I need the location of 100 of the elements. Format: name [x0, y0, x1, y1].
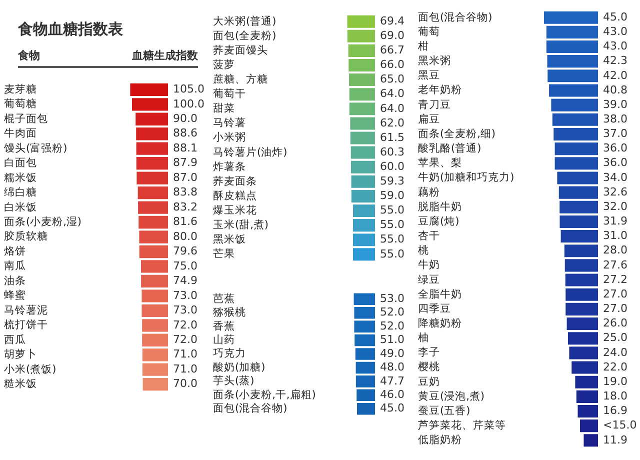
- data-label: 45.0: [603, 10, 628, 24]
- data-label: 64.0: [380, 87, 404, 100]
- data-label: 75.0: [173, 259, 198, 272]
- bar: [351, 175, 375, 188]
- bar: [349, 102, 375, 116]
- bar: [136, 142, 168, 155]
- y-tick-label: 胡萝卜: [4, 348, 37, 361]
- bar: [564, 244, 598, 258]
- bar: [547, 55, 598, 68]
- x-axis-title: 血糖生成指数: [132, 48, 198, 63]
- data-label: 42.0: [603, 68, 628, 82]
- data-label: 73.0: [173, 304, 198, 317]
- bar: [350, 146, 375, 159]
- y-tick-label: 酥皮糕点: [213, 188, 257, 202]
- data-label: 46.0: [380, 388, 404, 401]
- data-label: 27.6: [603, 258, 628, 272]
- bar: [138, 186, 168, 200]
- bar: [578, 404, 598, 418]
- bar: [554, 128, 598, 140]
- y-tick-label: 青刀豆: [418, 98, 451, 111]
- y-tick-label: 黑米粥: [418, 54, 451, 68]
- chart-title: 食物血糖指数表: [18, 20, 123, 39]
- bar: [350, 132, 375, 144]
- data-label: 19.0: [603, 374, 628, 388]
- bar: [142, 290, 168, 302]
- y-tick-label: 糙米饭: [4, 377, 37, 390]
- bar: [136, 128, 168, 140]
- y-tick-label: 菠萝: [213, 58, 235, 71]
- data-label: 105.0: [173, 82, 204, 96]
- data-label: 31.0: [603, 229, 628, 242]
- data-label: 11.9: [603, 433, 628, 446]
- bar: [554, 157, 598, 170]
- data-label: 60.3: [380, 145, 404, 158]
- y-tick-label: 绵白糖: [4, 186, 37, 199]
- y-tick-label: 梳打饼干: [4, 318, 48, 332]
- bar: [136, 172, 168, 184]
- bar: [348, 44, 375, 57]
- y-tick-label: 黑米饭: [213, 232, 246, 246]
- bar: [548, 70, 598, 82]
- y-tick-label: 扁豆: [418, 112, 440, 126]
- y-tick-label: 甜菜: [213, 102, 235, 115]
- bar: [347, 15, 375, 28]
- y-tick-label: 酸乳酪(普通): [418, 142, 482, 155]
- data-label: 36.0: [603, 142, 628, 155]
- y-axis-title: 食物: [18, 48, 40, 63]
- y-tick-label: 脱脂牛奶: [418, 200, 462, 213]
- bar: [138, 216, 168, 229]
- y-tick-label: 葡萄糖: [4, 97, 37, 110]
- y-tick-label: 爆玉米花: [213, 204, 257, 216]
- y-tick-label: 葡萄: [418, 24, 440, 38]
- bar: [566, 302, 598, 316]
- bar: [558, 186, 598, 199]
- bar: [136, 112, 168, 126]
- data-label: 25.0: [603, 331, 628, 344]
- y-tick-label: 马铃薯: [213, 116, 246, 130]
- bar: [130, 83, 168, 96]
- data-label: 49.0: [380, 346, 404, 360]
- data-label: 90.0: [173, 112, 198, 125]
- y-tick-label: 黄豆(浸泡,煮): [418, 389, 485, 402]
- data-label: 43.0: [603, 40, 628, 53]
- data-label: 45.0: [380, 402, 404, 415]
- bar: [142, 378, 168, 391]
- bar: [142, 363, 168, 376]
- bar: [546, 26, 598, 38]
- data-label: 59.0: [380, 189, 404, 202]
- data-label: 27.2: [603, 272, 628, 286]
- y-tick-label: 油条: [4, 274, 26, 287]
- data-label: 72.0: [173, 318, 198, 332]
- bar: [348, 58, 375, 72]
- bar: [353, 219, 375, 232]
- y-tick-label: 胶质软糖: [4, 230, 48, 243]
- bar: [141, 274, 168, 288]
- data-label: 55.0: [380, 247, 404, 260]
- y-tick-label: 芒果: [213, 247, 235, 260]
- y-tick-label: 豆奶: [418, 376, 440, 388]
- y-tick-label: 杏干: [418, 230, 440, 242]
- data-label: 53.0: [380, 292, 404, 306]
- data-label: 73.0: [173, 288, 198, 302]
- bar: [142, 304, 168, 317]
- y-tick-label: 小米(煮饭): [4, 362, 56, 376]
- bar: [564, 259, 598, 272]
- bar: [142, 334, 168, 346]
- data-label: <15.0: [603, 418, 637, 432]
- bar: [139, 245, 168, 258]
- data-label: 55.0: [380, 232, 404, 246]
- bar: [141, 260, 168, 273]
- y-tick-label: 糯米饭: [4, 170, 37, 184]
- y-tick-label: 蜂蜜: [4, 288, 26, 302]
- y-tick-label: 面包(全麦粉): [213, 28, 276, 42]
- bar: [580, 420, 598, 432]
- data-label: 100.0: [173, 97, 204, 110]
- data-label: 83.2: [173, 200, 198, 214]
- y-tick-label: 柚: [418, 331, 429, 344]
- data-label: 60.0: [380, 160, 404, 173]
- bar: [142, 348, 168, 362]
- y-tick-label: 面条(小麦粉,干,扁粗): [213, 388, 316, 401]
- y-tick-label: 猕猴桃: [213, 306, 246, 319]
- data-label: 51.0: [380, 333, 404, 346]
- y-tick-label: 全脂牛奶: [418, 287, 462, 300]
- bar: [576, 390, 598, 403]
